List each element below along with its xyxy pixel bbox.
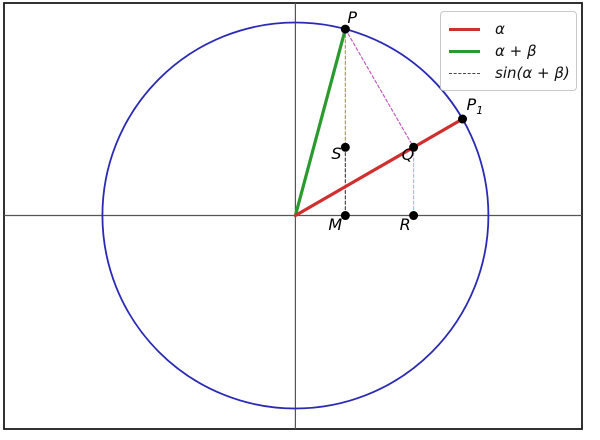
legend-entry-sin-alpha-plus-beta: sin(α + β) [449,62,570,84]
point-R [409,211,419,221]
point-label-P: P [347,8,357,28]
legend-sin-label: sin(α + β) [495,63,570,82]
point-label-Q: Q [401,145,415,165]
legend-alpha-line-swatch [449,27,480,31]
point-label-R: R [399,214,411,234]
point-label-M: M [328,214,343,234]
legend-alpha-label: α [495,19,505,38]
unit-circle [101,21,490,410]
point-P1 [458,114,468,124]
legend-sin-dashed-swatch [449,72,480,74]
segment-alpha-line [293,117,465,218]
legend: α α + β sin(α + β) [440,11,577,91]
point-S [340,142,350,152]
segment-alpha-plus-beta-line [293,27,347,218]
legend-alpha-plus-beta-label: α + β [495,41,537,60]
point-Q [409,142,419,152]
point-P [340,24,350,34]
point-M [340,211,350,221]
legend-entry-alpha-plus-beta: α + β [449,40,568,62]
legend-entry-alpha: α [449,18,568,40]
point-label-S: S [331,144,342,164]
segment-P-Q-perpendicular [344,28,415,148]
legend-alpha-plus-beta-line-swatch [449,49,480,53]
point-label-P1: P1 [466,95,484,118]
